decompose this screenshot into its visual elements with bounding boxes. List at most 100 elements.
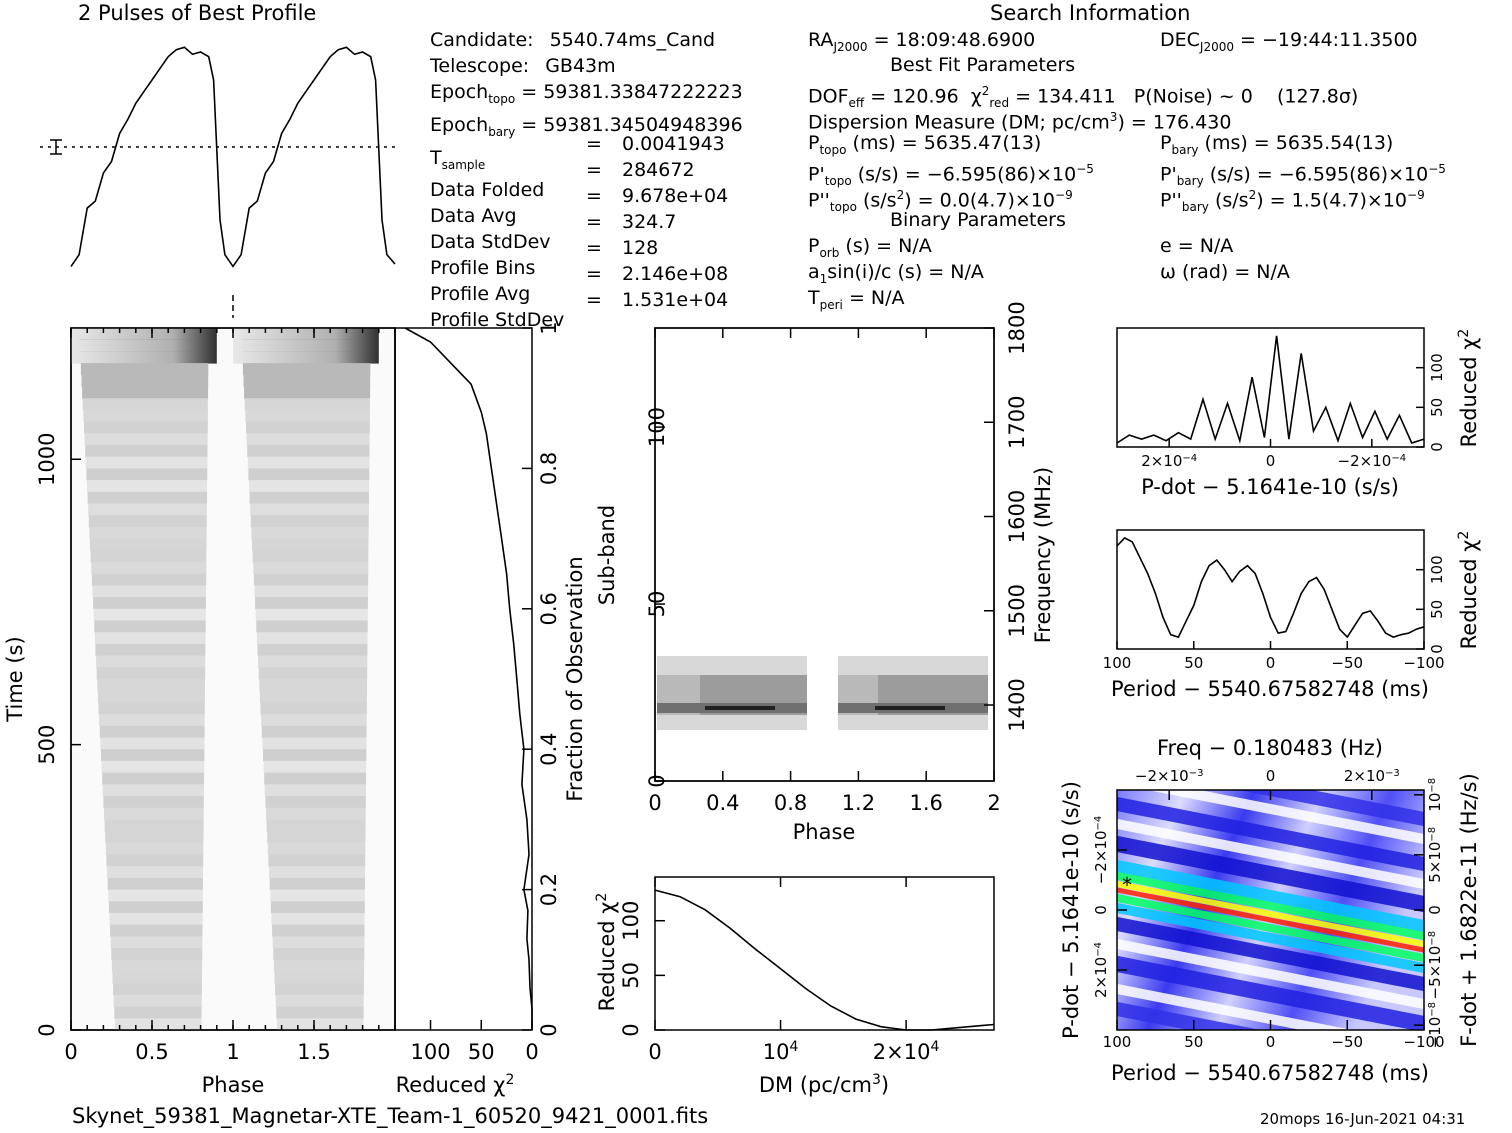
frequency-tick: 1700: [1005, 396, 1029, 449]
frequency-tick: 1600: [1005, 490, 1029, 543]
contour-band: [1117, 880, 1424, 948]
ppd-ytick: −2×10−4: [1092, 816, 1110, 885]
time-chi2-xtick: 50: [468, 1040, 495, 1064]
period-chi2-curve: [1116, 536, 1425, 639]
contour-band: [1117, 902, 1424, 974]
subband-phase-panel: 0 0.4 0.8 1.2 1.6 2 0 50 100 1400 1500 1600 1700 1800: [645, 301, 1029, 815]
pdot-ylabel: Reduced χ2: [1456, 329, 1481, 448]
time-phase-cell: [94, 632, 206, 645]
time-phase-cell: [100, 737, 205, 750]
ptopo-line: Ptopo (ms) = 5635.47(13): [808, 132, 1042, 157]
time-phase-cell: [265, 796, 366, 809]
ppd-ylabel: P-dot − 5.1641e-10 (s/s): [1059, 781, 1083, 1039]
time-phase-cell: [88, 515, 207, 528]
info-eq: =: [586, 159, 602, 181]
pdot-xtick: −2×10−4: [1338, 452, 1407, 470]
pdot-chi2-panel: 2×10−4 0 −2×10−4 0 50 100: [1116, 327, 1446, 470]
time-phase-cell: [110, 936, 203, 949]
time-phase-cell: [245, 409, 370, 423]
time-phase-cell: [104, 807, 204, 820]
time-phase-cell: [275, 994, 364, 1008]
period-xtick: 0: [1266, 654, 1276, 672]
info-eq: =: [586, 211, 602, 233]
ppd-xtick: 100: [1103, 1033, 1132, 1051]
time-phase-cell: [71, 328, 217, 341]
time-phase-cell: [270, 889, 365, 902]
info-value: 128: [622, 237, 659, 259]
time-phase-cell: [108, 901, 203, 914]
time-phase-cell: [111, 959, 203, 972]
time-phase-cell: [101, 760, 205, 774]
fdot-label: F-dot + 1.6822e-11 (Hz/s): [1457, 773, 1481, 1047]
time-chi2-xtick: 0: [525, 1040, 538, 1064]
time-chi2-panel: 100 50 0 0 0.2 0.4 0.6 0.8 1: [394, 321, 561, 1064]
time-phase-cell: [107, 866, 204, 879]
time-phase-cell: [258, 655, 368, 668]
fraction-tick: 0: [537, 1023, 561, 1036]
subband-xtick: 1.2: [842, 791, 875, 815]
info-label: Candidate: 5540.74ms_Cand: [430, 29, 716, 51]
contour-band: [1117, 835, 1424, 913]
subband-xtick: 0.8: [774, 791, 807, 815]
time-phase-cell: [253, 562, 369, 575]
time-phase-cell: [96, 655, 206, 668]
time-phase-cell: [252, 538, 369, 551]
time-phase-cell: [263, 760, 367, 774]
time-chi2-xtick: 100: [410, 1040, 450, 1064]
time-phase-cell: [86, 468, 208, 481]
profile-panel: [40, 46, 398, 268]
info-eq: =: [586, 263, 602, 285]
time-chi2-xlabel: Reduced χ2: [396, 1072, 515, 1097]
time-phase-cell: [91, 573, 207, 586]
time-phase-cell: [94, 620, 206, 633]
info-label: Profile Avg: [430, 283, 531, 306]
time-phase-xtick: 0.5: [135, 1040, 168, 1064]
fraction-label: Fraction of Observation: [563, 556, 587, 801]
time-phase-cell: [244, 386, 371, 399]
time-phase-cell: [93, 608, 206, 621]
time-phase-cell: [83, 409, 208, 423]
time-phase-cell: [71, 339, 217, 352]
contour-band: [1117, 955, 1424, 1030]
search-title: Search Information: [990, 1, 1191, 25]
contour-band: [1117, 938, 1424, 1010]
time-phase-cell: [82, 398, 208, 411]
time-phase-cell: [247, 445, 370, 458]
time-phase-cell: [264, 772, 367, 785]
time-phase-cell: [105, 831, 204, 844]
freq-tick: 0: [1266, 767, 1276, 785]
pbary-line: Pbary (ms) = 5635.54(13): [1160, 132, 1394, 157]
time-phase-xtick: 1.5: [297, 1040, 330, 1064]
dof-line: DOFeff = 120.96 χ2red = 134.411 P(Noise)…: [808, 84, 1359, 111]
time-phase-cell: [102, 772, 205, 785]
info-value: 0.0041943: [622, 133, 725, 155]
profile-title: 2 Pulses of Best Profile: [78, 1, 317, 25]
subband-xtick: 1.6: [909, 791, 942, 815]
filename: Skynet_59381_Magnetar-XTE_Team-1_60520_9…: [72, 1104, 709, 1128]
time-phase-cell: [267, 831, 366, 844]
time-phase-cell: [98, 702, 205, 715]
time-phase-cell: [246, 433, 370, 446]
time-phase-cell: [92, 585, 207, 598]
info-value: 284672: [622, 159, 695, 181]
pdot-xlabel: P-dot − 5.1641e-10 (s/s): [1141, 475, 1399, 499]
info-label: Profile Bins: [430, 257, 536, 280]
period-ytick: 50: [1428, 600, 1446, 619]
period-xtick: 50: [1184, 654, 1203, 672]
ra-line: RAJ2000 = 18:09:48.6900: [808, 29, 1036, 54]
info-label: Data Avg: [430, 205, 517, 228]
period-ylabel: Reduced χ2: [1456, 531, 1481, 650]
contour-band: [1117, 1001, 1261, 1030]
info-value: 1.531e+04: [622, 289, 729, 311]
time-phase-cell: [266, 807, 366, 820]
time-phase-cell: [261, 725, 367, 738]
tperi-line: Tperi = N/A: [808, 287, 905, 312]
time-phase-cell: [252, 550, 369, 563]
time-phase-cell: [82, 386, 209, 399]
ppd-xtick: 50: [1184, 1033, 1203, 1051]
time-phase-cell: [71, 351, 217, 364]
info-eq: =: [586, 237, 602, 259]
time-phase-cell: [249, 480, 370, 493]
info-eq: =: [586, 133, 602, 155]
time-phase-cell: [255, 597, 368, 610]
